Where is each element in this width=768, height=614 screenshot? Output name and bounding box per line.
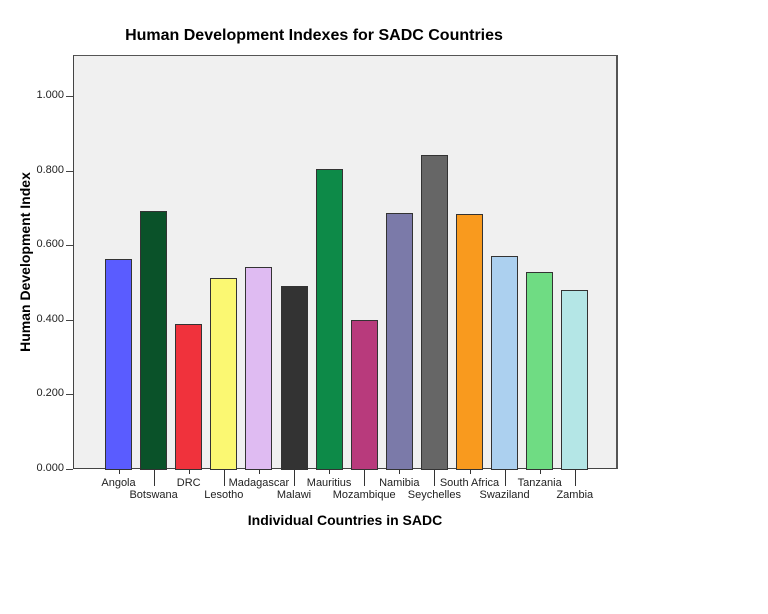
x-tick-label: Lesotho bbox=[204, 489, 244, 501]
y-tick bbox=[66, 96, 73, 97]
bar-namibia bbox=[385, 213, 413, 470]
bar-madagascar bbox=[245, 267, 273, 470]
y-tick bbox=[66, 245, 73, 247]
bar-drc bbox=[175, 323, 203, 470]
x-tick-label: Namibia bbox=[379, 477, 420, 489]
y-tick-label: 0.600 bbox=[36, 238, 64, 251]
chart-title: Human Development Indexes for SADC Count… bbox=[125, 27, 503, 44]
bar-zambia bbox=[561, 289, 589, 470]
x-tick-label: Botswana bbox=[129, 489, 178, 501]
y-tick-label: 0.800 bbox=[36, 163, 64, 176]
x-tick bbox=[399, 469, 400, 474]
x-tick bbox=[364, 469, 365, 486]
x-tick bbox=[434, 469, 435, 486]
bar-seychelles bbox=[420, 154, 448, 470]
y-axis-title: Human Development Index bbox=[17, 172, 33, 352]
y-tick-label: 0.400 bbox=[36, 312, 64, 325]
x-tick-label: Swaziland bbox=[479, 489, 530, 501]
x-tick-label: Malawi bbox=[276, 489, 312, 501]
x-tick bbox=[154, 469, 155, 486]
x-tick bbox=[329, 469, 330, 474]
x-tick bbox=[259, 469, 260, 474]
x-tick bbox=[505, 469, 506, 486]
x-tick bbox=[470, 469, 471, 474]
bar-lesotho bbox=[210, 278, 238, 470]
bar-tanzania bbox=[526, 272, 554, 470]
bar-mozambique bbox=[350, 319, 378, 470]
y-tick-label: 0.000 bbox=[36, 462, 64, 474]
x-tick-label: Angola bbox=[101, 477, 136, 489]
x-tick bbox=[540, 469, 541, 474]
x-tick-label: Madagascar bbox=[228, 477, 290, 489]
bar-angola bbox=[105, 259, 132, 470]
y-tick bbox=[66, 394, 73, 396]
x-tick-label: South Africa bbox=[439, 477, 500, 489]
x-tick bbox=[189, 469, 190, 474]
y-tick bbox=[66, 319, 73, 321]
y-tick-label: 0.200 bbox=[36, 387, 64, 400]
x-tick bbox=[119, 469, 120, 474]
y-tick bbox=[66, 170, 73, 172]
x-tick-label: Seychelles bbox=[407, 489, 461, 501]
bar-swaziland bbox=[491, 256, 519, 470]
bar-south-africa bbox=[456, 214, 483, 470]
y-tick bbox=[66, 469, 73, 470]
x-tick-label: DRC bbox=[176, 477, 201, 489]
bar-botswana bbox=[140, 210, 168, 470]
bar-malawi bbox=[280, 285, 308, 470]
x-tick bbox=[575, 469, 576, 486]
x-tick-label: Mauritius bbox=[306, 477, 352, 489]
x-tick bbox=[224, 469, 225, 486]
y-tick-label: 1.000 bbox=[36, 89, 64, 101]
bar-mauritius bbox=[315, 169, 343, 470]
x-tick bbox=[294, 469, 295, 486]
x-axis-title: Individual Countries in SADC bbox=[247, 512, 443, 528]
x-tick-label: Tanzania bbox=[517, 477, 562, 489]
x-tick-label: Zambia bbox=[556, 489, 594, 501]
x-tick-label: Mozambique bbox=[332, 489, 396, 501]
